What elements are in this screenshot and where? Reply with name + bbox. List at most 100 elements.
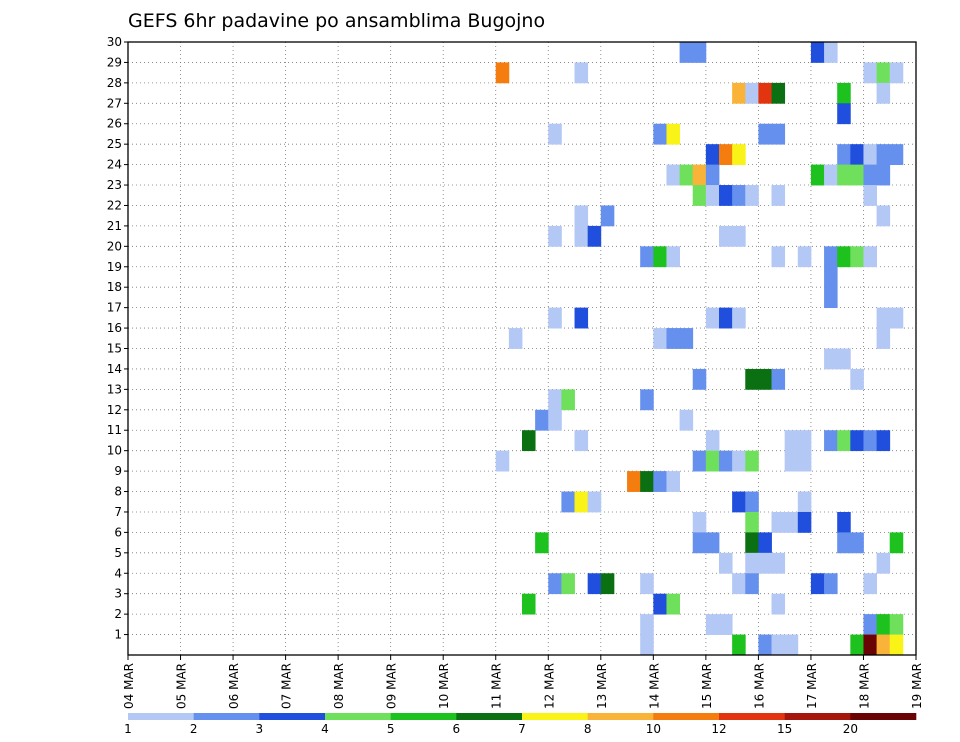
heatmap-cell [824,573,838,595]
heatmap-cell [627,471,641,492]
heatmap-cell [692,368,707,390]
colorbar-swatch [850,713,917,720]
y-tick-label: 22 [107,198,122,212]
heatmap-cell [692,511,707,533]
heatmap-cell [666,164,680,186]
heatmap-cell [745,185,759,206]
heatmap-cell [889,307,904,329]
y-tick-label: 27 [107,96,122,110]
heatmap-cell [587,573,602,595]
heatmap-cell [522,593,536,615]
heatmap-cell [797,450,812,472]
heatmap-cell [705,307,720,329]
y-tick-label: 9 [114,464,122,478]
y-tick-label: 18 [107,280,122,294]
heatmap-cell [824,246,838,268]
heatmap-cell [863,185,877,206]
heatmap-cell [771,368,786,390]
heatmap-cell [863,246,877,268]
heatmap-cell [837,164,851,186]
colorbar-label: 20 [843,722,858,736]
heatmap-cell [850,430,864,452]
heatmap-cell [810,42,825,63]
heatmap-cell [771,246,786,268]
colorbar-swatch [719,713,785,720]
heatmap-cell [666,246,680,268]
heatmap-cell [771,593,786,615]
heatmap-cell [771,185,786,206]
colorbar-label: 15 [777,722,792,736]
y-tick-label: 17 [107,301,122,315]
y-tick-label: 24 [107,158,122,172]
heatmap-cell [863,573,877,595]
y-tick-label: 28 [107,76,122,90]
y-tick-label: 15 [107,342,122,356]
heatmap-cell [705,164,720,186]
colorbar-label: 3 [256,722,264,736]
heatmap-cell [574,491,589,513]
heatmap-cell [640,573,654,595]
heatmap-cell [548,307,562,329]
heatmap-cell [797,491,812,513]
colorbar-swatch [456,713,523,720]
heatmap-cell [758,123,772,145]
colorbar-swatch [325,713,391,720]
heatmap-cell [797,511,812,533]
heatmap-cell [771,634,786,656]
heatmap-cell [863,430,877,452]
y-tick-label: 4 [114,566,122,580]
heatmap-cell [771,123,786,145]
heatmap-cell [889,614,904,635]
x-tick-label: 14 MAR [647,663,661,709]
colorbar: 1 2 3 4 5 6 7 8 10 12 15 20 [124,713,917,736]
heatmap-cell [548,409,562,431]
y-tick-label: 29 [107,55,122,69]
heatmap-cell [797,246,812,268]
heatmap-cell [522,430,536,452]
heatmap-cell [758,82,772,104]
heatmap-cell [679,409,694,431]
heatmap-cell [758,552,772,574]
heatmap-cell [561,573,575,595]
colorbar-label: 10 [646,722,661,736]
heatmap-cell [876,552,891,574]
heatmap-cell [863,634,877,656]
heatmap-cell [889,634,904,656]
heatmap-cell [640,389,654,411]
heatmap-cell [732,82,746,104]
heatmap-cell [732,450,746,472]
heatmap-cell [679,328,694,349]
heatmap-cell [876,614,891,635]
y-tick-label: 12 [107,403,122,417]
heatmap-cell [758,532,772,554]
heatmap-cell [837,144,851,165]
chart-title: GEFS 6hr padavine po ansamblima Bugojno [128,10,545,32]
colorbar-label: 2 [190,722,198,736]
heatmap-cell [732,307,746,329]
heatmap-cell [574,225,589,247]
heatmap-cell [863,164,877,186]
x-tick-label: 12 MAR [542,663,556,709]
heatmap-cell [876,164,891,186]
heatmap-cell [850,164,864,186]
heatmap-cell [784,511,799,533]
heatmap-cell [548,225,562,247]
heatmap-cell [837,532,851,554]
heatmap-cell [876,634,891,656]
heatmap-cell [640,246,654,268]
heatmap-cell [797,430,812,452]
colorbar-label: 5 [387,722,395,736]
x-tick-label: 11 MAR [490,663,504,709]
heatmap-cell [732,491,746,513]
colorbar-label: 1 [124,722,132,736]
heatmap-cell [876,430,891,452]
y-tick-label: 6 [114,525,122,539]
heatmap-cell [705,430,720,452]
y-tick-label: 5 [114,546,122,560]
heatmap-cell [719,225,733,247]
heatmap-cell [548,573,562,595]
colorbar-swatch [784,713,851,720]
heatmap-cell [640,471,654,492]
x-tick-label: 10 MAR [437,663,451,709]
